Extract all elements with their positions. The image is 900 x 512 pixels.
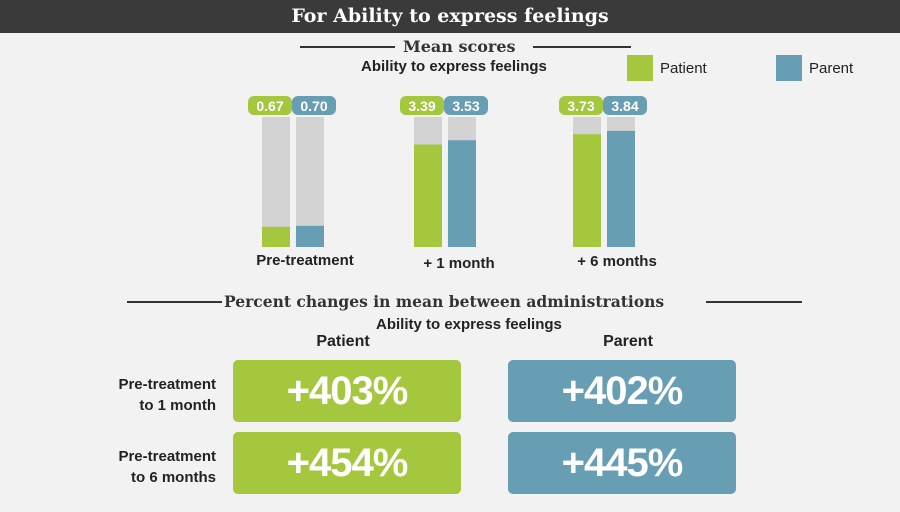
- mean-heading-rule-right: [533, 46, 631, 48]
- bar-parent-1-month: [448, 140, 476, 247]
- row-label-line2: to 1 month: [139, 397, 216, 414]
- bar-patient-6-months: [573, 134, 601, 247]
- percent-heading-rule-left: [127, 301, 222, 303]
- patient-change-6-months: +454%: [233, 432, 461, 494]
- bar-patient-1-month: [414, 144, 442, 247]
- value-pill-parent-pre-treatment: [292, 96, 336, 115]
- data-label-patient-pre-treatment: 0.67: [256, 98, 283, 114]
- bar-parent-6-months: [607, 130, 635, 247]
- data-label-parent-1-month: 3.53: [452, 98, 479, 114]
- parent-change-6-months: +445%: [508, 432, 736, 494]
- mean-scores-subtitle: Ability to express feelings: [361, 58, 547, 75]
- legend-patient-swatch: [627, 55, 653, 81]
- value-pill-parent-6-months: [603, 96, 647, 115]
- bar-patient-pre-treatment: [262, 226, 290, 247]
- bar-track-patient-pre-treatment: [262, 117, 290, 247]
- percent-heading-rule-right: [706, 301, 802, 303]
- legend-parent-label: Parent: [809, 60, 854, 77]
- category-label-1-month: + 1 month: [423, 255, 495, 272]
- column-header-patient: Patient: [316, 333, 370, 350]
- mean-scores-heading: Mean scores: [403, 37, 516, 56]
- percent-changes-subtitle: Ability to express feelings: [376, 316, 562, 333]
- value-pill-parent-1-month: [444, 96, 488, 115]
- row-label-line1: Pre-treatment: [118, 448, 216, 465]
- bar-track-parent-pre-treatment: [296, 117, 324, 247]
- legend-parent-swatch: [776, 55, 802, 81]
- column-header-parent: Parent: [603, 333, 653, 350]
- category-label-6-months: + 6 months: [577, 253, 657, 270]
- category-label-pre-treatment: Pre-treatment: [256, 252, 354, 269]
- value-pill-patient-pre-treatment: [248, 96, 292, 115]
- row-label-line1: Pre-treatment: [118, 376, 216, 393]
- value-pill-patient-6-months: [559, 96, 603, 115]
- parent-change-1-month: +402%: [508, 360, 736, 422]
- mean-heading-rule-left: [300, 46, 395, 48]
- row-label-line2: to 6 months: [131, 469, 216, 486]
- bar-parent-pre-treatment: [296, 225, 324, 247]
- patient-change-1-month: +403%: [233, 360, 461, 422]
- row-label-pre-to-6-months: Pre-treatment to 6 months: [60, 446, 216, 488]
- percent-changes-heading: Percent changes in mean between administ…: [224, 292, 665, 311]
- data-label-parent-pre-treatment: 0.70: [300, 98, 327, 114]
- page-title: For Ability to express feelings: [0, 0, 900, 33]
- row-label-pre-to-1-month: Pre-treatment to 1 month: [60, 374, 216, 416]
- value-pill-patient-1-month: [400, 96, 444, 115]
- legend-patient-label: Patient: [660, 60, 707, 77]
- mean-scores-bar-chart: 0.67 0.70 3.39 3.53 3.73 3.84: [248, 96, 647, 247]
- data-label-patient-1-month: 3.39: [408, 98, 435, 114]
- data-label-parent-6-months: 3.84: [611, 98, 638, 114]
- data-label-patient-6-months: 3.73: [567, 98, 594, 114]
